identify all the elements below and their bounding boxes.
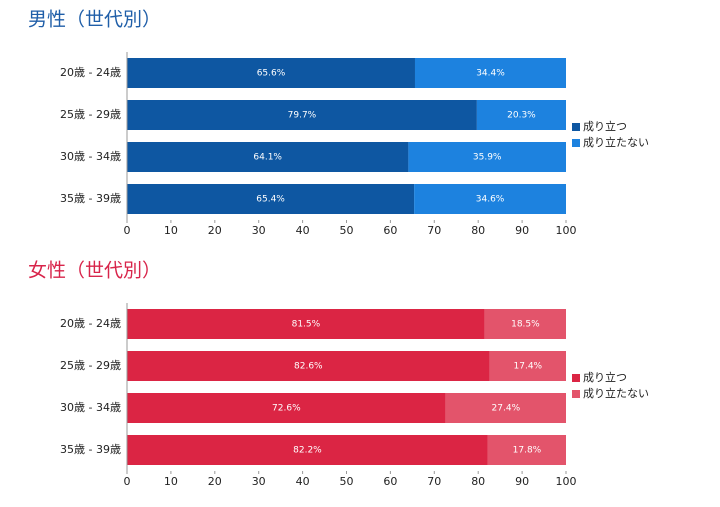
value-label: 82.6% xyxy=(294,362,323,372)
bar-segment xyxy=(489,351,566,381)
chart-title: 男性（世代別） xyxy=(28,9,161,31)
value-label: 65.4% xyxy=(256,195,285,205)
value-label: 27.4% xyxy=(492,404,521,414)
legend-label: 成り立つ xyxy=(583,119,627,133)
legend-label: 成り立たない xyxy=(583,386,649,400)
value-label: 34.4% xyxy=(476,69,505,79)
bar-segment xyxy=(487,435,566,465)
value-label: 20.3% xyxy=(507,111,536,121)
bar-segment xyxy=(127,142,409,172)
value-label: 35.9% xyxy=(473,153,502,163)
value-label: 17.8% xyxy=(513,446,542,456)
x-tick-label: 70 xyxy=(427,475,441,488)
legend-label: 成り立つ xyxy=(583,370,627,384)
y-tick-label: 30歳 - 34歳 xyxy=(60,401,121,414)
bar-segment xyxy=(484,309,566,339)
bar-segment xyxy=(127,184,415,214)
y-tick-label: 25歳 - 29歳 xyxy=(60,359,121,372)
bar-segment xyxy=(414,58,566,88)
x-tick-label: 70 xyxy=(427,224,441,237)
bar-segment xyxy=(127,351,490,381)
x-tick-label: 10 xyxy=(164,475,178,488)
legend-swatch xyxy=(572,374,580,382)
value-label: 81.5% xyxy=(292,320,321,330)
y-tick-label: 20歳 - 24歳 xyxy=(60,66,121,79)
value-label: 72.6% xyxy=(272,404,301,414)
x-tick-label: 60 xyxy=(383,224,397,237)
x-tick-label: 50 xyxy=(340,224,354,237)
legend-swatch xyxy=(572,390,580,398)
x-tick-label: 40 xyxy=(296,475,310,488)
value-label: 17.4% xyxy=(514,362,543,372)
x-tick-label: 100 xyxy=(556,475,577,488)
bar-segment xyxy=(127,435,488,465)
x-tick-label: 30 xyxy=(252,224,266,237)
bar-segment xyxy=(127,100,477,130)
x-tick-label: 20 xyxy=(208,224,222,237)
value-label: 79.7% xyxy=(288,111,317,121)
x-tick-label: 0 xyxy=(124,224,131,237)
bar-segment xyxy=(445,393,566,423)
x-tick-label: 80 xyxy=(471,224,485,237)
x-tick-label: 100 xyxy=(556,224,577,237)
value-label: 34.6% xyxy=(476,195,505,205)
legend-label: 成り立たない xyxy=(583,135,649,149)
bar-segment xyxy=(476,100,566,130)
value-label: 18.5% xyxy=(511,320,540,330)
x-tick-label: 20 xyxy=(208,475,222,488)
x-tick-label: 60 xyxy=(383,475,397,488)
y-tick-label: 35歳 - 39歳 xyxy=(60,192,121,205)
bar-segment xyxy=(127,309,485,339)
y-tick-label: 35歳 - 39歳 xyxy=(60,443,121,456)
x-tick-label: 90 xyxy=(515,224,529,237)
x-tick-label: 40 xyxy=(296,224,310,237)
x-tick-label: 50 xyxy=(340,475,354,488)
legend-swatch xyxy=(572,139,580,147)
legend-swatch xyxy=(572,123,580,131)
bar-segment xyxy=(408,142,566,172)
bar-segment xyxy=(127,393,446,423)
x-tick-label: 90 xyxy=(515,475,529,488)
y-tick-label: 30歳 - 34歳 xyxy=(60,150,121,163)
bar-segment xyxy=(127,58,415,88)
x-tick-label: 10 xyxy=(164,224,178,237)
x-tick-label: 30 xyxy=(252,475,266,488)
chart-title: 女性（世代別） xyxy=(28,260,161,282)
value-label: 82.2% xyxy=(293,446,322,456)
x-tick-label: 0 xyxy=(124,475,131,488)
value-label: 65.6% xyxy=(257,69,286,79)
value-label: 64.1% xyxy=(253,153,282,163)
y-tick-label: 25歳 - 29歳 xyxy=(60,108,121,121)
x-tick-label: 80 xyxy=(471,475,485,488)
bar-segment xyxy=(414,184,566,214)
y-tick-label: 20歳 - 24歳 xyxy=(60,317,121,330)
